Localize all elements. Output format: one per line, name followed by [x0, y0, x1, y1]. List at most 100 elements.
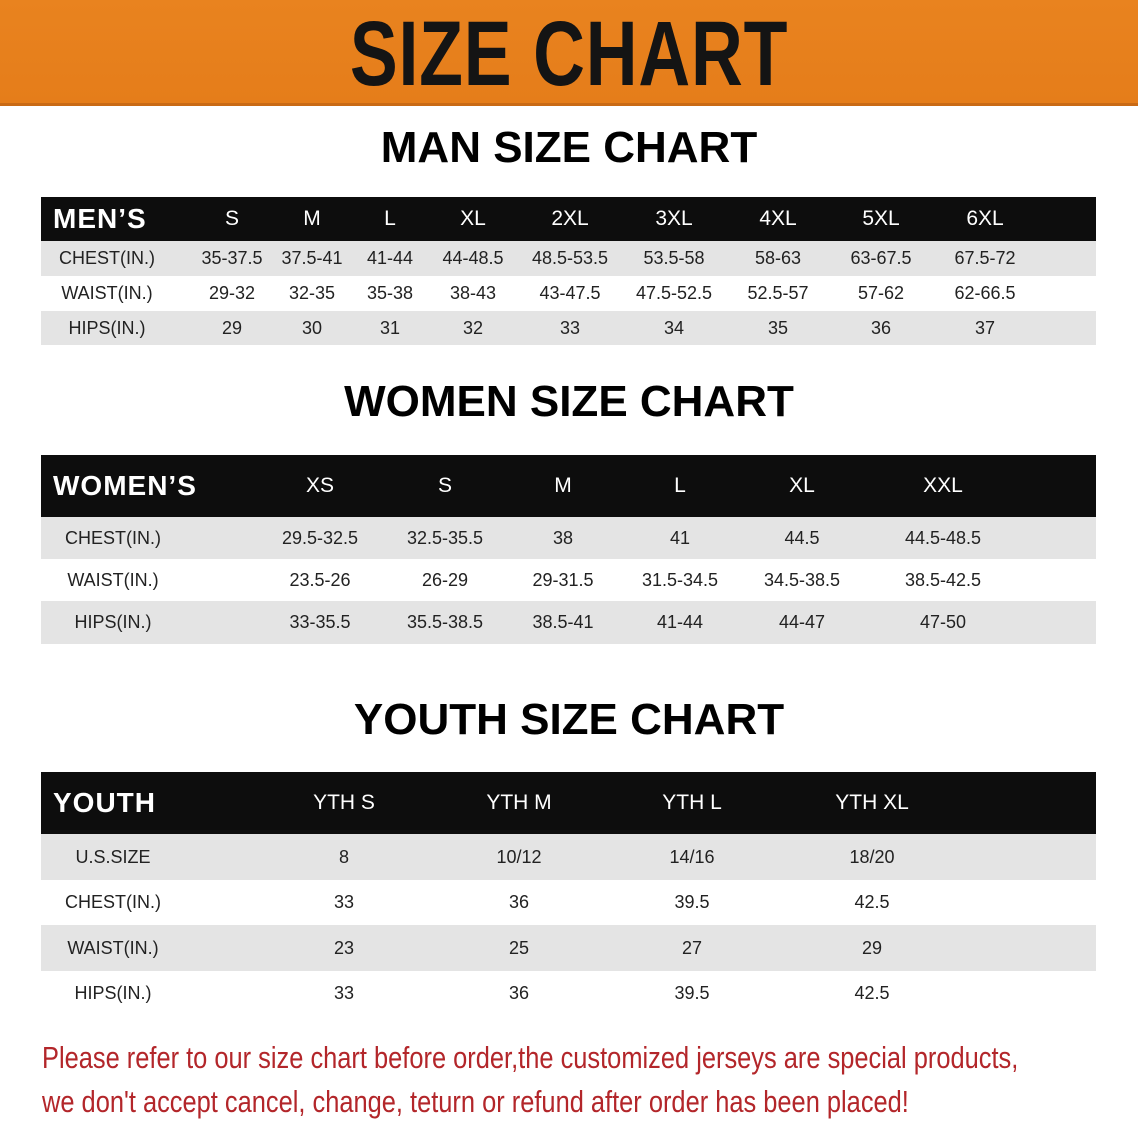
size-header: YTH S: [313, 791, 375, 814]
table-cell: 18/20: [849, 846, 895, 867]
table-row: WAIST(IN.) 23.5-26 26-29 29-31.5 31.5-34.5 34…: [41, 559, 1096, 601]
table-cell: 33: [559, 317, 581, 338]
size-header: 3XL: [655, 207, 693, 230]
table-row: HIPS(IN.) 33-35.5 35.5-38.5 38.5-41 41-44 44-…: [41, 601, 1096, 644]
table-cell: 33-35.5: [289, 612, 351, 632]
size-header: S: [437, 474, 453, 497]
table-cell: 35-37.5: [201, 248, 263, 268]
table-cell: 52.5-57: [747, 283, 809, 303]
table-cell: 34.5-38.5: [763, 569, 841, 590]
table-row: CHEST(IN.) 29.5-32.5 32.5-35.5 38 41 44.5 44.5…: [41, 517, 1096, 559]
table-row: WAIST(IN.) 29-32 32-35 35-38 38-43 43-47.5 47.…: [41, 276, 1096, 311]
men-section-title: MAN SIZE CHART: [380, 123, 758, 172]
table-cell: 32-35: [288, 283, 336, 303]
row-label: U.S.SIZE: [75, 846, 151, 867]
table-cell: 44.5-48.5: [904, 527, 982, 548]
table-cell: 37.5-41: [281, 248, 343, 268]
table-row: CHEST(IN.) 35-37.5 37.5-41 41-44 44-48.5 48.5…: [41, 241, 1096, 276]
table-cell: 31: [379, 317, 401, 338]
table-cell: 33: [333, 983, 355, 1003]
table-cell: 30: [301, 317, 323, 338]
women-size-table: WOMEN’S XS S M L XL XXL CHEST(IN.) 29.5-32.5 32.5…: [41, 455, 1096, 644]
table-cell: 44-48.5: [442, 248, 504, 268]
notice-line-1: Please refer to our size chart before or…: [42, 1040, 1019, 1075]
table-row: CHEST(IN.) 33 36 39.5 42.5: [41, 880, 1096, 925]
size-header: XL: [789, 474, 815, 497]
table-cell: 53.5-58: [643, 248, 705, 268]
row-label: CHEST(IN.): [59, 248, 155, 268]
women-header-label: WOMEN’S: [53, 470, 197, 501]
table-row: WAIST(IN.) 23 25 27 29: [41, 925, 1096, 971]
size-header: XXL: [923, 474, 963, 497]
table-cell: 34: [663, 317, 685, 338]
table-cell: 26-29: [421, 569, 469, 590]
men-size-table: MEN’S S M L XL 2XL 3XL 4XL 5XL 6XL CHEST(IN.) 35-37…: [41, 197, 1096, 345]
youth-header-label: YOUTH: [53, 787, 156, 818]
table-cell: 38.5-42.5: [904, 569, 982, 590]
table-cell: 42.5: [854, 983, 890, 1003]
men-header-row: MEN’S S M L XL 2XL 3XL 4XL 5XL 6XL: [41, 197, 1096, 241]
notice-line-2: we don't accept cancel, change, teturn o…: [42, 1084, 909, 1119]
row-label: CHEST(IN.): [65, 892, 161, 912]
size-header: XS: [305, 474, 335, 497]
row-label: WAIST(IN.): [67, 937, 159, 958]
table-cell: 29.5-32.5: [281, 527, 359, 548]
table-cell: 35.5-38.5: [406, 612, 484, 632]
table-cell: 48.5-53.5: [531, 248, 609, 268]
men-header-label: MEN’S: [53, 203, 147, 234]
table-cell: 29-31.5: [532, 569, 594, 590]
table-cell: 47-50: [919, 612, 967, 632]
table-cell: 33: [333, 892, 355, 912]
row-label: HIPS(IN.): [74, 612, 152, 632]
size-header: M: [303, 207, 321, 230]
row-label: CHEST(IN.): [65, 527, 161, 548]
table-cell: 41: [669, 527, 691, 548]
table-cell: 44-47: [778, 612, 826, 632]
size-header: S: [224, 207, 240, 230]
table-cell: 39.5: [674, 892, 710, 912]
table-cell: 32.5-35.5: [406, 527, 484, 548]
women-header-row: WOMEN’S XS S M L XL XXL: [41, 455, 1096, 517]
row-label: WAIST(IN.): [61, 283, 153, 303]
table-cell: 8: [338, 846, 350, 867]
table-cell: 42.5: [854, 892, 890, 912]
size-header: YTH XL: [835, 791, 909, 814]
size-header: YTH M: [486, 791, 552, 814]
youth-header-row: YOUTH YTH S YTH M YTH L YTH XL: [41, 772, 1096, 834]
row-label: HIPS(IN.): [68, 317, 146, 338]
table-cell: 39.5: [674, 983, 710, 1003]
youth-size-table: YOUTH YTH S YTH M YTH L YTH XL U.S.SIZE 8 10/12…: [41, 772, 1096, 1016]
youth-section-title: YOUTH SIZE CHART: [353, 695, 785, 744]
table-cell: 29: [861, 937, 883, 958]
table-cell: 25: [508, 937, 530, 958]
table-cell: 32: [462, 317, 484, 338]
size-header: YTH L: [662, 791, 722, 814]
table-cell: 44.5: [784, 527, 820, 548]
table-cell: 29: [221, 317, 243, 338]
table-cell: 31.5-34.5: [641, 569, 719, 590]
table-cell: 38: [552, 527, 574, 548]
table-cell: 43-47.5: [539, 283, 601, 303]
size-header: 4XL: [759, 207, 797, 230]
table-cell: 36: [508, 892, 530, 912]
table-cell: 67.5-72: [954, 248, 1016, 268]
table-cell: 58-63: [754, 248, 802, 268]
size-header: XL: [460, 207, 486, 230]
size-header: L: [384, 207, 396, 230]
table-cell: 23: [333, 937, 355, 958]
table-cell: 62-66.5: [954, 283, 1016, 303]
table-row: U.S.SIZE 8 10/12 14/16 18/20: [41, 834, 1096, 880]
table-cell: 63-67.5: [850, 248, 912, 268]
table-cell: 27: [681, 937, 703, 958]
table-cell: 47.5-52.5: [635, 283, 713, 303]
table-cell: 35-38: [366, 283, 414, 303]
table-cell: 38-43: [449, 283, 497, 303]
women-section-title: WOMEN SIZE CHART: [344, 377, 794, 426]
table-cell: 29-32: [208, 283, 256, 303]
table-cell: 36: [870, 317, 892, 338]
table-cell: 36: [508, 983, 530, 1003]
table-cell: 41-44: [656, 612, 704, 632]
size-header: 6XL: [966, 207, 1004, 230]
page-title: SIZE CHART: [349, 3, 789, 105]
table-cell: 38.5-41: [532, 612, 594, 632]
